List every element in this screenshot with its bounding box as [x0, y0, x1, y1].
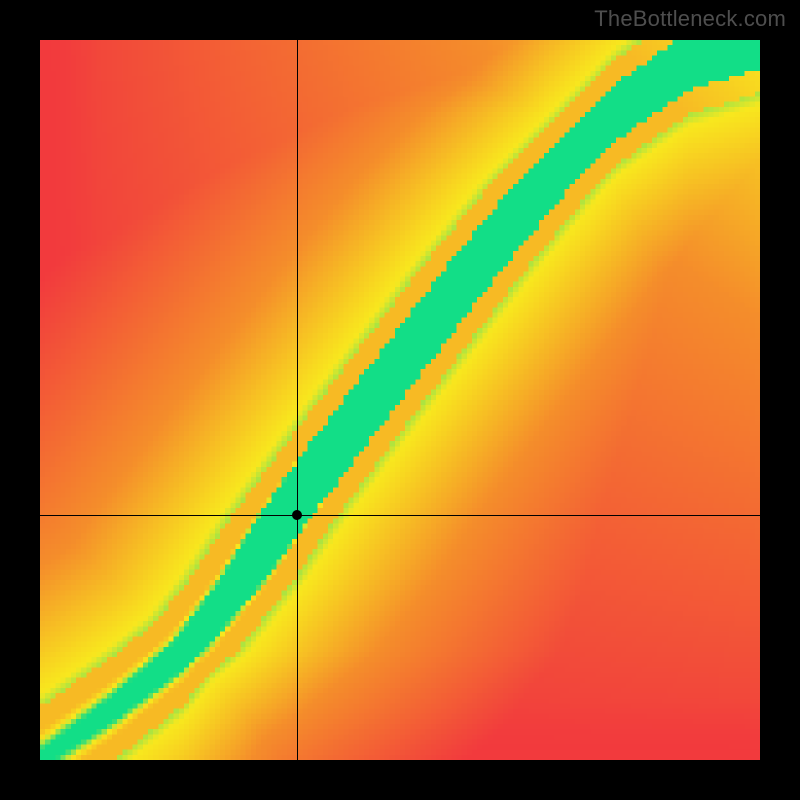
- crosshair-vertical: [297, 40, 298, 760]
- bottleneck-heatmap: [40, 40, 760, 760]
- marker-dot: [292, 510, 302, 520]
- watermark-text: TheBottleneck.com: [594, 6, 786, 32]
- plot-frame: [40, 40, 760, 760]
- chart-container: TheBottleneck.com: [0, 0, 800, 800]
- crosshair-horizontal: [40, 515, 760, 516]
